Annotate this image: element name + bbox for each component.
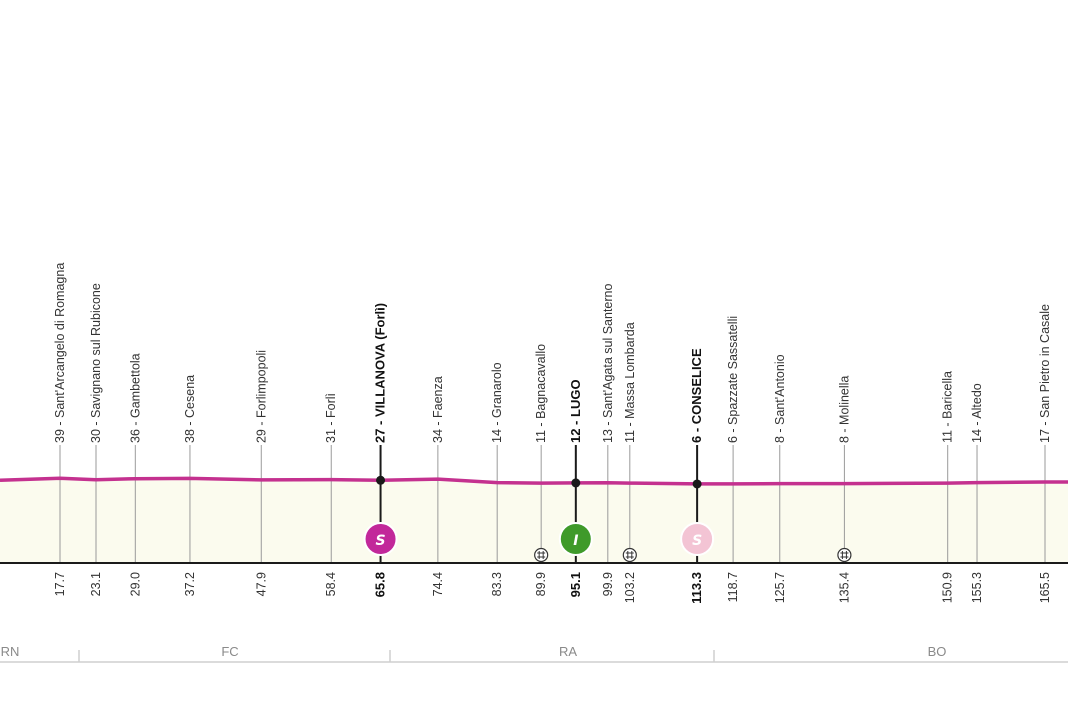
location-label: 14 - Altedo [970,383,984,443]
km-label: 125.7 [773,572,787,603]
km-label: 103.2 [623,572,637,603]
km-label: 165.5 [1038,572,1052,603]
province-labels: RN FC RA BO [1,644,947,659]
location-label: 11 - Bagnacavallo [534,344,548,443]
km-label: 150.9 [941,572,955,603]
location-label: 8 - Molinella [837,376,851,443]
sprint-badge: S [363,522,398,556]
province-label: FC [221,644,238,659]
km-label: 47.9 [254,572,268,596]
location-label: 30 - Savignano sul Rubicone [89,283,103,443]
km-label: 118.7 [726,572,740,602]
province-label: BO [928,644,947,659]
km-labels: 17.7 23.1 29.0 37.2 47.9 58.4 65.8 74.4 83.3 89.9… [53,572,1052,604]
km-label: 83.3 [490,572,504,596]
km-label: 65.8 [373,572,388,597]
km-label: 29.0 [128,572,142,596]
location-label: 11 - Massa Lombarda [623,322,637,443]
profile-line [0,476,1068,486]
location-label: 12 - LUGO [568,379,583,443]
location-label: 29 - Forlimpopoli [254,350,268,443]
level-crossing-icon [622,547,637,563]
badge-letter: S [376,533,386,549]
location-label: 27 - VILLANOVA (Forlì) [373,303,388,443]
location-label: 8 - Sant'Antonio [773,354,787,443]
km-label: 23.1 [89,572,103,596]
location-label: 11 - Baricella [941,371,955,443]
location-label: 34 - Faenza [431,376,445,443]
location-label: 38 - Cesena [183,375,197,443]
badge-letter: I [573,533,578,549]
location-label: 14 - Granarolo [490,362,504,443]
km-label: 37.2 [183,572,197,596]
location-label: 17 - San Pietro in Casale [1038,304,1052,443]
level-crossing-icon [534,547,549,563]
location-label: 31 - Forlì [324,393,338,443]
profile-area [0,478,1068,563]
km-label: 95.1 [568,572,583,597]
km-label: 89.9 [534,572,548,596]
location-label: 6 - Spazzate Sassatelli [726,316,740,443]
waypoint-dot [376,475,386,485]
location-labels: 39 - Sant'Arcangelo di Romagna 30 - Savig… [53,263,1052,443]
location-label: 13 - Sant'Agata sul Santerno [601,284,615,443]
province-ticks [78,650,715,662]
intermediate-badge: I [558,522,593,556]
km-label: 17.7 [53,572,67,596]
waypoint-dot [571,478,581,488]
km-label: 135.4 [837,572,851,603]
waypoint-dot [692,479,702,489]
location-label: 36 - Gambettola [128,353,142,443]
km-label: 113.3 [689,572,704,604]
km-label: 58.4 [324,572,338,596]
province-label: RA [559,644,577,659]
level-crossing-icon [837,547,852,563]
location-label: 6 - CONSELICE [689,348,704,443]
badge-letter: S [692,533,702,549]
km-label: 74.4 [431,572,445,596]
km-label: 99.9 [601,572,615,596]
location-label: 39 - Sant'Arcangelo di Romagna [53,263,67,443]
province-label: RN [1,644,20,659]
km-label: 155.3 [970,572,984,603]
sprint-light-badge: S [680,522,715,556]
